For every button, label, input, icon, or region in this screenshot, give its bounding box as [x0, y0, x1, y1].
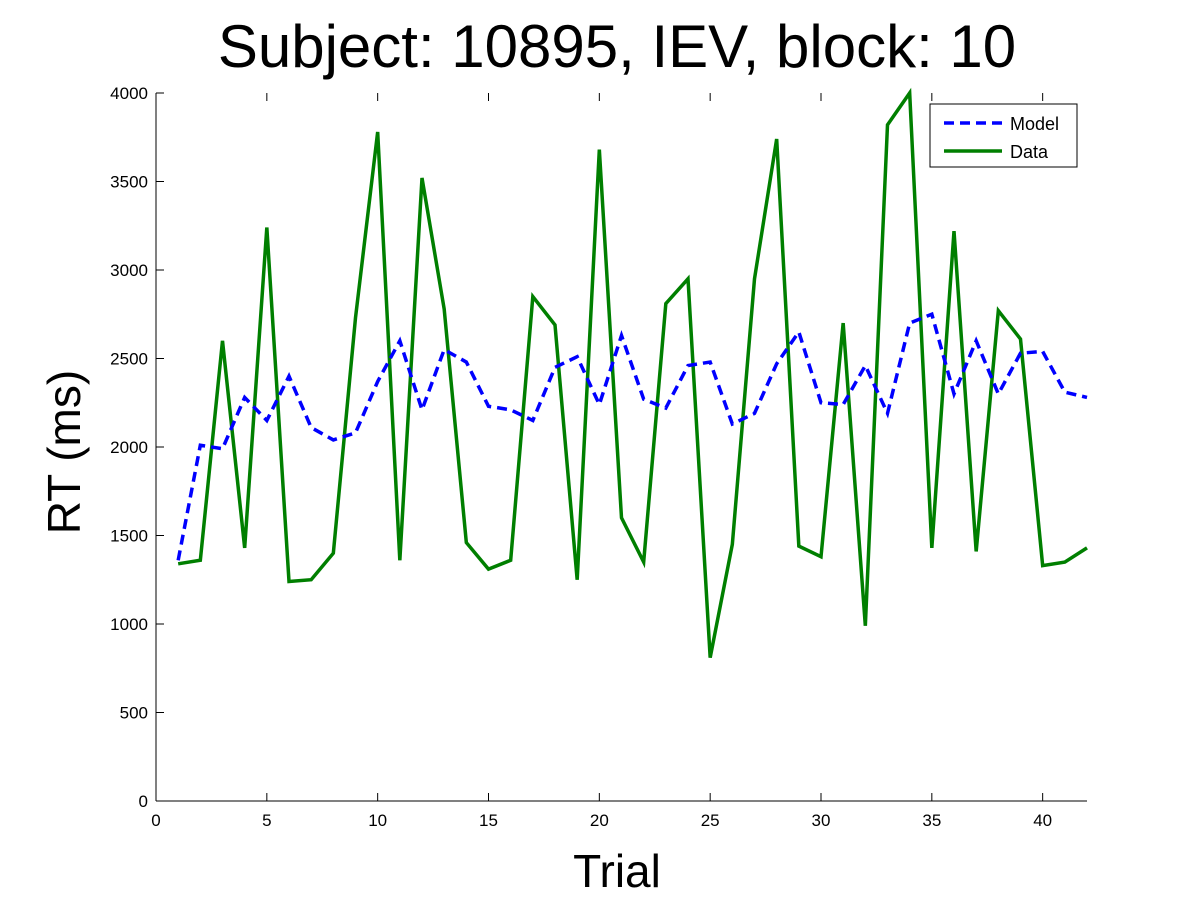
y-tick-label: 3500: [110, 173, 148, 192]
y-tick-label: 0: [139, 792, 148, 811]
plot-frame: [156, 93, 1087, 801]
legend: Model Data: [929, 103, 1078, 168]
y-tick-label: 4000: [110, 84, 148, 103]
x-tick-label: 25: [701, 811, 720, 830]
x-tick-label: 5: [262, 811, 271, 830]
x-tick-label: 40: [1033, 811, 1052, 830]
y-tick-label: 1500: [110, 527, 148, 546]
chart-title: Subject: 10895, IEV, block: 10: [218, 13, 1016, 80]
x-tick-label: 30: [812, 811, 831, 830]
x-tick-label: 20: [590, 811, 609, 830]
y-tick-label: 2000: [110, 438, 148, 457]
series-line-model: [176, 311, 1088, 561]
legend-label-data: Data: [1010, 142, 1049, 162]
x-tick-label: 0: [151, 811, 160, 830]
series-line-data: [177, 87, 1088, 658]
y-axis-label: RT (ms): [38, 370, 90, 534]
series-layer: [176, 87, 1088, 658]
y-tick-label: 500: [120, 704, 148, 723]
y-tick-label: 3000: [110, 261, 148, 280]
x-ticks: 0 5 10 15 20 25 30 35 40: [151, 93, 1052, 830]
plot-area: [156, 93, 1087, 801]
x-tick-label: 15: [479, 811, 498, 830]
y-tick-label: 2500: [110, 350, 148, 369]
legend-box: [929, 103, 1078, 168]
x-tick-label: 35: [922, 811, 941, 830]
legend-label-model: Model: [1010, 114, 1059, 134]
x-tick-label: 10: [368, 811, 387, 830]
y-ticks: 0 500 1000 1500 2000 2500 3000 3500 4000: [110, 84, 164, 811]
x-axis-label: Trial: [573, 845, 661, 897]
y-tick-label: 1000: [110, 615, 148, 634]
